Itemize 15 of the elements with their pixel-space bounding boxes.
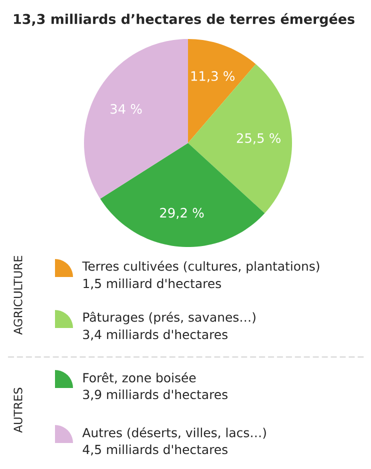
chart-title: 13,3 milliards d’hectares de terres émergées bbox=[14, 13, 354, 27]
legend-label: Forêt, zone boisée bbox=[83, 372, 196, 384]
text: AUTRES bbox=[14, 388, 22, 433]
data-label: 11,3 % bbox=[191, 71, 234, 82]
data-label: 29,2 % bbox=[160, 208, 204, 219]
text: 4,5 milliards d'hectares bbox=[82, 444, 228, 456]
text: 3,9 milliards d'hectares bbox=[83, 390, 228, 400]
legend-label: Pâturages (prés, savanes…) bbox=[83, 312, 256, 324]
data-label: 25,5 % bbox=[236, 133, 280, 144]
legend-label: Terres cultivées (cultures, plantations) bbox=[82, 260, 320, 274]
data-label: 34 % bbox=[110, 104, 142, 114]
text: AGRICULTURE bbox=[14, 256, 22, 335]
text: 3,4 milliards d'hectares bbox=[83, 330, 228, 340]
legend-label: Autres (déserts, villes, lacs…) bbox=[82, 427, 266, 439]
text: 1,5 milliard d'hectares bbox=[84, 278, 221, 290]
